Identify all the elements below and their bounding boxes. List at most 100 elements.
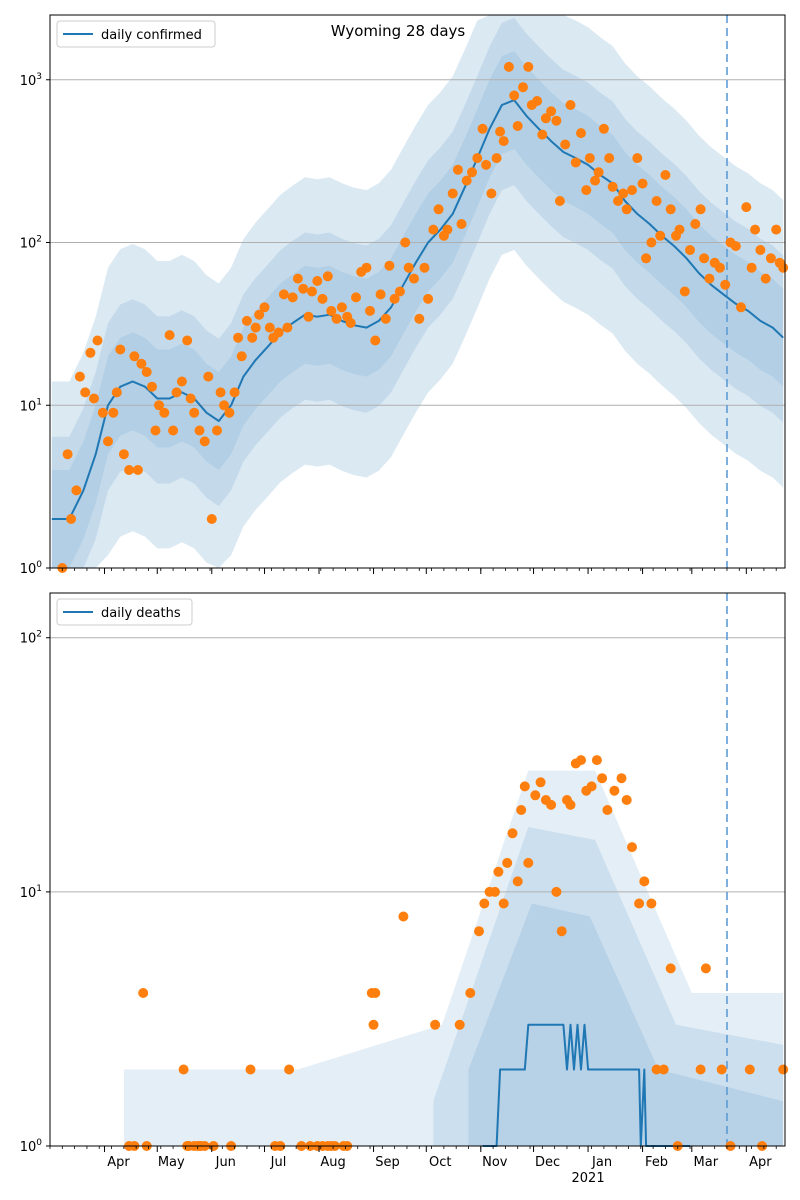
confirmed-point xyxy=(560,139,571,150)
confirmed-point xyxy=(695,204,706,215)
confirmed-point xyxy=(714,262,725,273)
confirmed-point xyxy=(400,237,411,248)
confirmed-point xyxy=(384,260,395,271)
uncertainty-band xyxy=(51,17,784,568)
deaths-point xyxy=(519,781,530,792)
deaths-point xyxy=(138,988,149,998)
deaths-point xyxy=(523,857,534,868)
y-tick-label: 103 xyxy=(20,72,42,89)
confirmed-point xyxy=(741,202,752,213)
confirmed-point xyxy=(495,126,506,137)
confirmed-point xyxy=(103,436,113,447)
confirmed-point xyxy=(509,90,520,101)
confirmed-point xyxy=(576,128,586,139)
confirmed-point xyxy=(651,196,662,206)
confirmed-point xyxy=(632,153,643,164)
confirmed-point xyxy=(247,332,258,343)
confirmed-point xyxy=(778,262,789,273)
confirmed-scatter-points xyxy=(57,61,789,573)
confirmed-point xyxy=(171,387,182,398)
deaths-point xyxy=(284,1064,295,1075)
confirmed-point xyxy=(503,61,514,72)
confirmed-point xyxy=(679,286,690,297)
x-tick-label: Apr xyxy=(749,1155,772,1170)
confirmed-point xyxy=(394,286,405,297)
confirmed-point xyxy=(168,425,179,436)
confirmed-point xyxy=(176,376,187,387)
confirmed-point xyxy=(532,96,543,106)
deaths-gridlines xyxy=(50,637,785,893)
confirmed-point xyxy=(537,129,548,140)
confirmed-point xyxy=(607,181,618,192)
confirmed-point xyxy=(750,224,761,235)
confirmed-point xyxy=(472,153,483,164)
confirmed-point xyxy=(212,425,222,436)
x-tick-label: Jan xyxy=(591,1155,612,1170)
confirmed-point xyxy=(486,188,497,199)
confirmed-point xyxy=(185,393,196,404)
y-tick-label: 101 xyxy=(20,884,42,901)
confirmed-point xyxy=(419,262,430,273)
deaths-point xyxy=(634,898,645,909)
confirmed-point xyxy=(303,311,314,322)
confirmed-point xyxy=(467,167,477,178)
confirmed-point xyxy=(254,309,265,320)
confirmed-point xyxy=(124,465,135,475)
deaths-point xyxy=(493,866,504,877)
confirmed-point xyxy=(233,332,244,343)
confirmed-point xyxy=(150,425,161,436)
confirmed-point xyxy=(307,286,317,297)
confirmed-point xyxy=(554,196,565,206)
confirmed-point xyxy=(370,335,381,346)
confirmed-x-axis xyxy=(49,568,777,574)
confirmed-point xyxy=(224,407,235,418)
x-tick-label: Oct xyxy=(429,1155,451,1170)
deaths-point xyxy=(178,1064,189,1075)
confirmed-point xyxy=(477,123,488,134)
deaths-point xyxy=(551,886,562,897)
confirmed-point xyxy=(141,367,152,377)
confirmed-point xyxy=(380,313,391,324)
confirmed-point xyxy=(97,407,108,418)
confirmed-point xyxy=(389,293,400,304)
uncertainty-band xyxy=(433,827,784,1146)
confirmed-uncertainty-bands xyxy=(51,15,784,569)
deaths-point xyxy=(454,1019,465,1030)
deaths-point xyxy=(597,773,608,784)
confirmed-point xyxy=(345,318,356,328)
deaths-point xyxy=(646,898,657,909)
x-tick-label: Mar xyxy=(694,1155,719,1170)
deaths-point xyxy=(465,988,476,998)
deaths-point xyxy=(368,1019,379,1030)
confirmed-point xyxy=(428,224,439,235)
confirmed-point xyxy=(118,449,129,460)
confirmed-point xyxy=(71,485,82,496)
confirmed-point xyxy=(512,121,523,131)
confirmed-point xyxy=(264,322,275,333)
y-tick-label: 102 xyxy=(20,235,42,252)
deaths-point xyxy=(602,805,613,815)
deaths-point xyxy=(565,799,576,810)
confirmed-y-axis: 100 101 102 103 xyxy=(20,72,50,577)
confirmed-point xyxy=(206,514,217,524)
deaths-point xyxy=(546,799,557,810)
confirmed-point xyxy=(765,253,776,264)
confirmed-point xyxy=(219,400,230,411)
confirmed-point xyxy=(89,393,99,404)
confirmed-point xyxy=(259,302,270,313)
confirmed-point xyxy=(312,276,323,286)
deaths-point xyxy=(744,1064,755,1075)
confirmed-point xyxy=(736,302,746,313)
uncertainty-band xyxy=(123,770,784,1146)
confirmed-point xyxy=(129,351,140,362)
confirmed-point xyxy=(136,358,147,369)
x-tick-label: Aug xyxy=(320,1155,345,1170)
confirmed-point xyxy=(199,436,210,447)
confirmed-point xyxy=(730,241,741,252)
deaths-point xyxy=(479,898,490,909)
confirmed-legend: daily confirmed xyxy=(56,20,216,48)
confirmed-point xyxy=(593,167,604,178)
confirmed-point xyxy=(317,293,328,304)
confirmed-point xyxy=(590,175,601,186)
deaths-panel: 100 101 102 Apr May Jun Jul Aug Sep Oct Nov Dec Jan… xyxy=(20,592,789,1186)
